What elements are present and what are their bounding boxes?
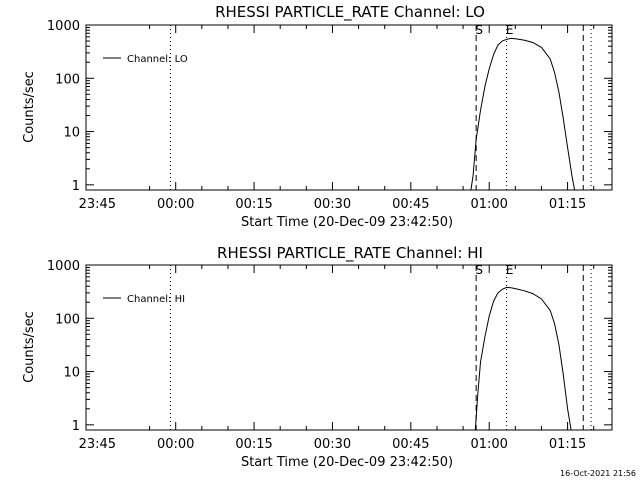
x-tick-label: 00:45 [392, 437, 429, 452]
series-line [470, 37, 576, 191]
legend-label: Channel: LO [127, 54, 188, 65]
y-axis-label: Counts/sec [22, 311, 37, 383]
y-tick-label: 100 [55, 72, 80, 87]
y-tick-label: 10 [63, 366, 80, 381]
x-axis-label: Start Time (20-Dec-09 23:42:50) [241, 215, 453, 230]
x-tick-label: 01:00 [470, 197, 507, 212]
event-marker-label: S [475, 263, 483, 277]
x-tick-label: 00:00 [157, 197, 194, 212]
y-tick-label: 1 [72, 179, 80, 194]
x-tick-label: 01:15 [549, 197, 586, 212]
y-tick-label: 1 [72, 419, 80, 434]
plot-frame [85, 264, 613, 431]
x-axis-label: Start Time (20-Dec-09 23:42:50) [241, 455, 453, 470]
series-line [474, 286, 572, 431]
x-tick-label: 00:00 [157, 437, 194, 452]
event-marker-label: E [506, 23, 514, 37]
x-tick-label: 01:00 [470, 437, 507, 452]
x-tick-label: 00:15 [235, 437, 272, 452]
chart-panel-lo: RHESSI PARTICLE_RATE Channel: LO Start T… [22, 3, 613, 230]
legend-label: Channel: HI [127, 294, 185, 305]
timestamp: 16-Oct-2021 21:56 [560, 469, 636, 478]
x-tick-label: 00:15 [235, 197, 272, 212]
x-tick-label: 00:30 [314, 437, 351, 452]
y-tick-label: 100 [55, 312, 80, 327]
chart-panel-hi: RHESSI PARTICLE_RATE Channel: HI Start T… [22, 244, 613, 470]
plot-frame [85, 24, 613, 191]
x-tick-label: 00:45 [392, 197, 429, 212]
y-tick-label: 10 [63, 126, 80, 141]
y-tick-label: 1000 [47, 19, 80, 34]
x-tick-label: 23:45 [79, 437, 116, 452]
x-tick-label: 01:15 [549, 437, 586, 452]
x-tick-label: 00:30 [314, 197, 351, 212]
chart-title: RHESSI PARTICLE_RATE Channel: HI [217, 244, 483, 263]
y-axis-label: Counts/sec [22, 71, 37, 143]
event-marker-label: E [506, 263, 514, 277]
x-tick-label: 23:45 [79, 197, 116, 212]
event-marker-label: S [475, 23, 483, 37]
y-tick-label: 1000 [47, 259, 80, 274]
chart-title: RHESSI PARTICLE_RATE Channel: LO [215, 3, 485, 22]
